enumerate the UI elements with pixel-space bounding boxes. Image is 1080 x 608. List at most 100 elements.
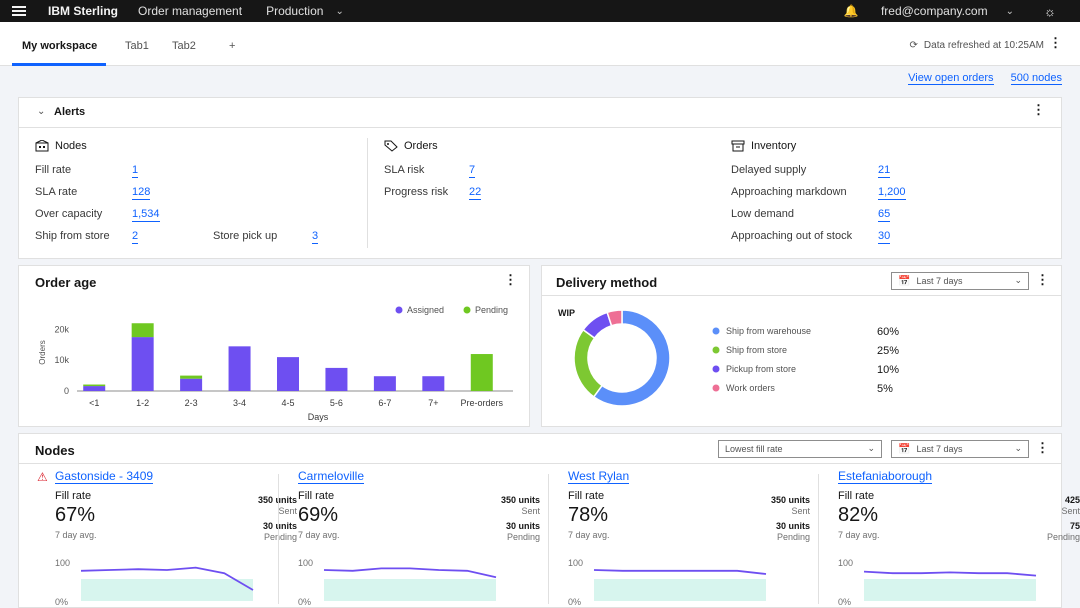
workspace-tab-bar: My workspace Tab1 Tab2 + ⟳ Data refreshed… [0, 22, 1080, 66]
alert-value-link[interactable]: 30 [878, 230, 891, 244]
sent-label: Sent [278, 506, 297, 516]
node-tile: ⚠ Gastonside - 3409 Fill rate 67% 7 day avg.… [37, 469, 297, 608]
ibm-logo-icon[interactable]: ☼ [1044, 3, 1056, 19]
sent-units: 350 units [257, 495, 297, 505]
orders-category-label: Orders [404, 140, 438, 152]
bar-assigned-0[interactable] [83, 386, 106, 391]
alert-value-link[interactable]: 3 [312, 230, 319, 244]
alert-value-link[interactable]: 128 [132, 186, 151, 200]
nav-order-management[interactable]: Order management [138, 4, 243, 18]
alert-value-link[interactable]: 1 [132, 164, 139, 178]
alert-value-link[interactable]: 65 [878, 208, 891, 222]
user-menu-chevron-icon[interactable]: ⌄ [1005, 5, 1014, 17]
notification-bell-icon[interactable]: 🔔 [843, 4, 859, 18]
alert-value-link[interactable]: 21 [878, 164, 891, 178]
tag-icon [384, 140, 398, 152]
bar-assigned-2[interactable] [180, 378, 203, 391]
alert-value-link[interactable]: 1,200 [878, 186, 906, 200]
data-refreshed-status[interactable]: ⟳ Data refreshed at 10:25AM [910, 40, 1044, 51]
refresh-text: Data refreshed at 10:25AM [923, 40, 1044, 51]
x-tick-label: 7+ [428, 398, 438, 408]
inventory-category-label: Inventory [751, 140, 797, 152]
nodes-sort-value: Lowest fill rate [725, 444, 783, 454]
brand-name[interactable]: IBM Sterling [48, 4, 119, 18]
order-age-bar-chart: 20k 10k 0 Orders <1 1-2 2-3 3-4 4-5 5-6 6-7 7+ Pre-o… [38, 305, 513, 422]
x-axis-label: Days [308, 412, 329, 422]
bar-assigned-1[interactable] [131, 337, 154, 391]
nodes-sort-dropdown[interactable]: Lowest fill rate ⌄ [718, 440, 882, 458]
legend-swatch [712, 365, 720, 373]
bar-pending-1[interactable] [131, 323, 154, 338]
node-name-link[interactable]: Estefaniaborough [838, 469, 933, 484]
y-axis-label: Orders [38, 340, 47, 364]
alert-label: Progress risk [384, 186, 449, 198]
card-divider [542, 295, 1061, 296]
legend-swatch [463, 306, 471, 314]
active-tab-indicator [12, 63, 106, 66]
alert-value-link[interactable]: 7 [469, 164, 476, 178]
pending-units: 30 units [505, 521, 540, 531]
sparkline-y-min-label: 0% [55, 597, 68, 606]
donut-slice-1[interactable] [573, 328, 604, 398]
sparkline-y-min-label: 0% [568, 597, 581, 606]
node-name-link[interactable]: West Rylan [568, 469, 630, 484]
sparkline-y-min-label: 0% [838, 597, 851, 606]
hamburger-menu-icon[interactable] [0, 0, 38, 22]
building-icon [35, 139, 49, 152]
tab-tab2[interactable]: Tab2 [172, 40, 196, 52]
refresh-icon[interactable]: ⟳ [909, 40, 918, 51]
fill-rate-sparkline: 100 0% [568, 558, 767, 606]
donut-slice-3[interactable] [606, 309, 623, 327]
alert-value-link[interactable]: 2 [132, 230, 139, 244]
alert-label: Fill rate [35, 164, 72, 176]
nodes-range-dropdown[interactable]: 📅 Last 7 days ⌄ [891, 440, 1029, 458]
user-email[interactable]: fred@company.com [880, 4, 988, 18]
alerts-overflow-icon[interactable]: ⋮ [1032, 102, 1045, 117]
nodes-overflow-icon[interactable]: ⋮ [1036, 440, 1049, 455]
delivery-range-dropdown[interactable]: 📅 Last 7 days ⌄ [891, 272, 1029, 290]
bar-pending-2[interactable] [180, 375, 203, 379]
node-name-link[interactable]: Gastonside - 3409 [55, 469, 154, 484]
sparkline-y-max-label: 100 [838, 558, 853, 568]
fill-rate-value: 69% [298, 504, 339, 526]
bar-assigned-4[interactable] [277, 357, 299, 391]
tab-tab1[interactable]: Tab1 [125, 40, 149, 52]
legend-value: 10% [877, 364, 899, 376]
sparkline-line [80, 566, 254, 591]
view-open-orders-link[interactable]: View open orders [908, 72, 994, 85]
fill-rate-value: 67% [55, 504, 96, 526]
alert-value-link[interactable]: 1,534 [132, 208, 160, 222]
collapse-chevron-icon[interactable]: ⌄ [37, 106, 46, 117]
nodes-count-link[interactable]: 500 nodes [1010, 72, 1062, 85]
alert-label: SLA rate [35, 186, 78, 198]
alert-label: SLA risk [384, 164, 425, 176]
target-band [324, 579, 496, 601]
delivery-overflow-icon[interactable]: ⋮ [1036, 272, 1049, 287]
chevron-down-icon[interactable]: ⌄ [335, 5, 344, 17]
nav-production[interactable]: Production [266, 4, 324, 18]
add-tab-button[interactable]: + [229, 40, 236, 52]
bar-assigned-7[interactable] [422, 376, 445, 391]
bar-pending-0[interactable] [83, 384, 106, 387]
x-tick-label: <1 [89, 398, 99, 408]
bar-pending-8[interactable] [470, 354, 493, 391]
order-age-overflow-icon[interactable]: ⋮ [504, 272, 517, 287]
pending-units: 30 units [262, 521, 297, 531]
x-tick-label: 1-2 [136, 398, 149, 408]
bar-assigned-6[interactable] [373, 376, 396, 391]
card-divider [19, 463, 1061, 464]
top-navigation-bar: IBM Sterling Order management Production… [0, 0, 1080, 22]
overflow-menu-icon[interactable]: ⋮ [1049, 35, 1062, 50]
alert-value-link[interactable]: 22 [469, 186, 482, 200]
pending-units: 30 units [775, 521, 810, 531]
bar-assigned-5[interactable] [325, 367, 348, 391]
x-tick-label: 2-3 [185, 398, 198, 408]
fill-rate-label: Fill rate [298, 490, 335, 502]
node-name-link[interactable]: Carmeloville [298, 469, 365, 484]
tab-my-workspace[interactable]: My workspace [22, 40, 98, 52]
bar-assigned-3[interactable] [228, 346, 251, 391]
donut-slice-0[interactable] [592, 309, 671, 407]
sent-units: 350 units [770, 495, 810, 505]
pending-label: Pending [263, 532, 297, 542]
alerts-header[interactable]: ⌄ Alerts ⋮ [19, 98, 1061, 128]
